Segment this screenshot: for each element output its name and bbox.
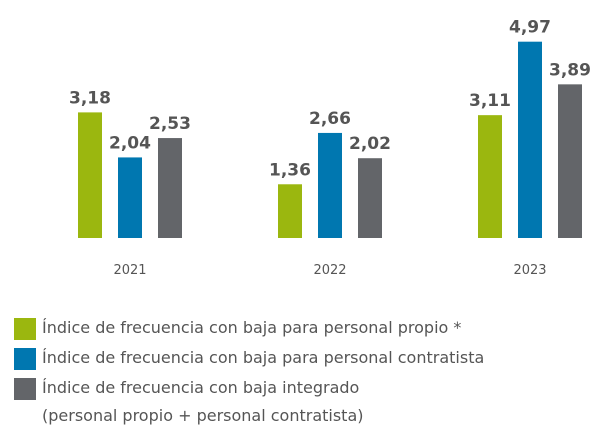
legend-item: Índice de frecuencia con baja para perso… [14, 344, 584, 372]
chart: 2021 3,18 2,042,53 2022 1,36 2,66 2,02 2023 3,11… [69, 18, 590, 278]
bar [358, 158, 382, 238]
legend-label: Índice de frecuencia con baja integrado … [42, 378, 364, 425]
legend-item: Índice de frecuencia con baja integrado … [14, 374, 584, 427]
legend-label: Índice de frecuencia con baja para perso… [42, 348, 485, 367]
legend: Índice de frecuencia con baja para perso… [14, 314, 584, 427]
bar [318, 132, 342, 238]
value-label: 2,02 [349, 134, 391, 154]
legend-swatch [14, 318, 36, 340]
value-label: 3,18 [69, 88, 111, 108]
value-label: 3,11 [469, 91, 511, 111]
legend-label: Índice de frecuencia con baja para perso… [42, 318, 462, 337]
bar [278, 184, 302, 238]
value-label: 1,36 [269, 160, 311, 180]
legend-item: Índice de frecuencia con baja para perso… [14, 314, 584, 342]
value-label: 2,04 [109, 133, 151, 153]
value-label: 2,53 [149, 114, 191, 134]
bar [118, 157, 142, 238]
legend-swatch [14, 378, 36, 400]
value-label: 2,66 [309, 109, 351, 129]
bar [518, 41, 542, 239]
x-tick-label: 2021 [113, 263, 146, 278]
value-label: 3,89 [549, 60, 590, 80]
legend-swatch [14, 348, 36, 370]
bar [78, 112, 102, 238]
bar [558, 84, 582, 238]
bar [158, 138, 182, 238]
x-tick-label: 2022 [313, 263, 346, 278]
x-tick-label: 2023 [513, 263, 546, 278]
bar [478, 115, 502, 238]
value-label: 4,97 [509, 18, 551, 38]
